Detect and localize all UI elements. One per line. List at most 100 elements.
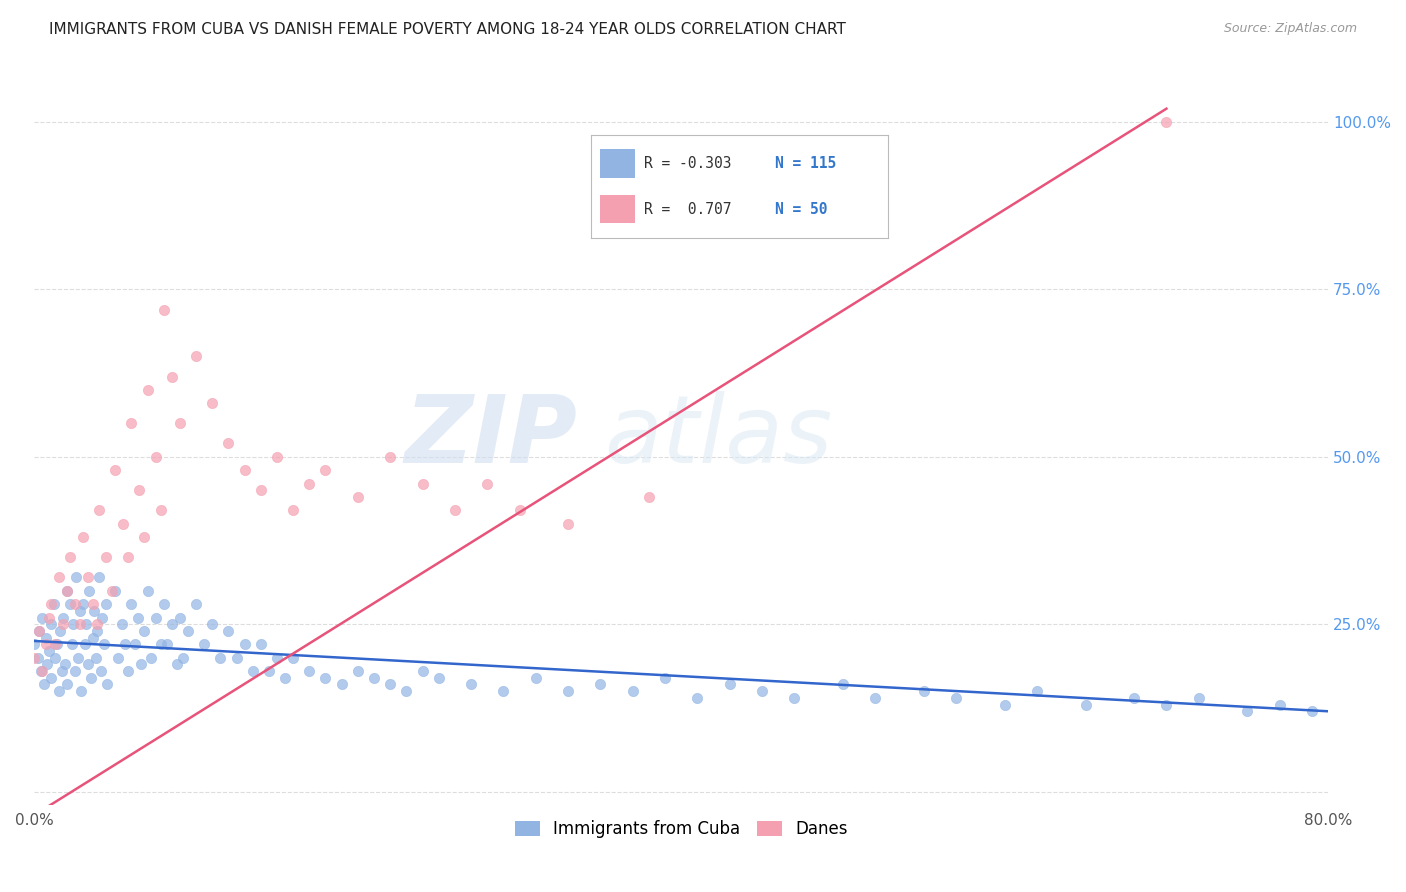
Point [266,450,288,464]
Point [281,503,304,517]
Point [557,516,579,531]
Point [65,570,87,584]
Point [127,610,149,624]
Point [42,597,65,611]
Point [274,671,297,685]
Legend: Immigrants from Cuba, Danes: Immigrants from Cuba, Danes [508,814,855,845]
Point [156,637,179,651]
Point [96,677,118,691]
Point [39,617,62,632]
Point [346,490,368,504]
Point [160,617,183,632]
Point [152,597,174,611]
Point [86,624,108,638]
Point [30,664,52,678]
Point [945,690,967,705]
Point [27,650,49,665]
Point [55,583,77,598]
Point [48,684,70,698]
Point [39,597,62,611]
Point [1188,690,1211,705]
Point [112,516,135,531]
Point [266,650,288,665]
Point [460,677,482,691]
Point [233,637,256,651]
Point [257,664,280,678]
Point [104,463,127,477]
Point [193,637,215,651]
Point [225,650,247,665]
Point [1074,698,1097,712]
Point [172,650,194,665]
Point [73,637,96,651]
Point [330,677,353,691]
Point [124,637,146,651]
Point [37,657,59,672]
Point [1236,704,1258,718]
Point [31,610,53,624]
Point [166,657,188,672]
Point [63,597,86,611]
Point [718,677,741,691]
Point [93,637,115,651]
Point [184,597,207,611]
Point [427,671,450,685]
Point [557,684,579,698]
Point [145,450,167,464]
Point [233,463,256,477]
Point [363,671,385,685]
Point [46,637,69,651]
Point [298,476,321,491]
Point [39,671,62,685]
Point [524,671,547,685]
Point [82,631,104,645]
Point [509,503,531,517]
Point [1026,684,1049,698]
Point [76,657,98,672]
Point [242,664,264,678]
Text: atlas: atlas [603,392,832,483]
Point [35,631,58,645]
Point [117,664,139,678]
Point [149,503,172,517]
Point [59,550,82,565]
Point [107,650,129,665]
Point [686,690,709,705]
Point [53,657,76,672]
Point [80,671,103,685]
Point [72,530,94,544]
Text: ZIP: ZIP [405,391,578,483]
Point [912,684,935,698]
Point [201,396,224,410]
Point [22,637,45,651]
Point [52,617,75,632]
Point [994,698,1017,712]
Point [346,664,368,678]
Point [62,617,84,632]
Point [87,503,110,517]
Point [48,570,70,584]
Point [1268,698,1291,712]
Text: IMMIGRANTS FROM CUBA VS DANISH FEMALE POVERTY AMONG 18-24 YEAR OLDS CORRELATION : IMMIGRANTS FROM CUBA VS DANISH FEMALE PO… [49,22,846,37]
Point [86,617,108,632]
Point [169,417,191,431]
Point [59,597,82,611]
Point [145,610,167,624]
Text: Source: ZipAtlas.com: Source: ZipAtlas.com [1223,22,1357,36]
Point [84,650,107,665]
Point [87,570,110,584]
Point [69,604,91,618]
Point [149,637,172,651]
Point [38,644,60,658]
Point [589,677,612,691]
Point [314,463,336,477]
Point [22,650,45,665]
Point [492,684,515,698]
Point [412,476,434,491]
Point [44,637,66,651]
Point [72,597,94,611]
Point [412,664,434,678]
Point [82,597,104,611]
Point [94,550,117,565]
Point [1156,115,1178,129]
